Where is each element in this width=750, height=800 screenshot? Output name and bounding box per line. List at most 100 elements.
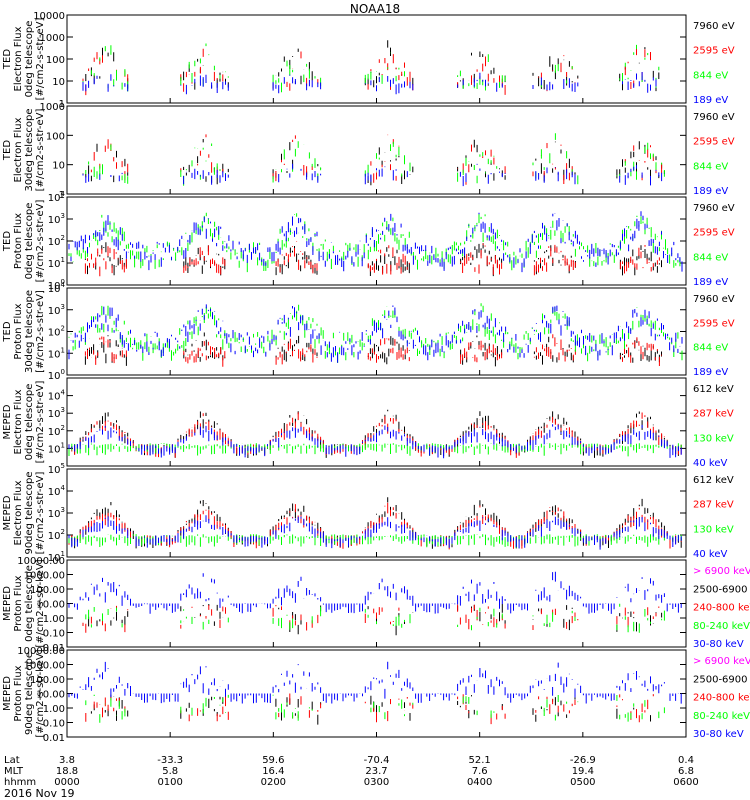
bottom-row-label: Lat xyxy=(4,755,20,766)
y-tick-label: 0.10 xyxy=(43,719,65,730)
y-tick-label: 10.00 xyxy=(36,600,65,611)
legend-entry: > 6900 keV xyxy=(693,656,750,667)
legend-entry: 844 eV xyxy=(693,70,728,81)
y-axis-label-line: 90deg telescope xyxy=(24,652,35,735)
y-tick-label: 103 xyxy=(48,406,65,420)
y-axis-label-line: Electron Flux xyxy=(13,480,24,545)
y-axis-label-line: TED xyxy=(2,140,13,161)
legend-entry: 130 keV xyxy=(693,433,734,444)
panel-5: 101 102 103 104 MEPED Electron Flux 0deg teles… xyxy=(2,377,734,469)
y-tick-label: 1 xyxy=(59,190,65,201)
legend-entry: 30-80 keV xyxy=(693,729,744,740)
series-trace xyxy=(68,424,682,459)
legend-entry: 2595 eV xyxy=(693,46,735,57)
bottom-axis-hhmm-value: 0000 xyxy=(54,777,79,788)
legend-entry: 2500-6900 xyxy=(693,584,748,595)
panel-8: 0.01 0.10 1.00 10.00 100.00 1000.00 10000.00 ME… xyxy=(2,646,750,744)
legend-entry: 2595 eV xyxy=(693,228,735,239)
y-tick-label: 10000.00 xyxy=(17,556,65,567)
bottom-axis-mlt-value: 6.8 xyxy=(678,766,694,777)
y-axis-label-line: Electron Flux xyxy=(13,389,24,454)
bottom-axis-lat-value: 0.4 xyxy=(678,755,694,766)
figure-title: NOAA18 xyxy=(350,2,400,16)
y-axis-label-line: TED xyxy=(2,231,13,252)
bottom-axis-hhmm-value: 0300 xyxy=(364,777,389,788)
series-trace xyxy=(85,693,654,725)
y-tick-label: 100 xyxy=(46,131,65,142)
legend-entry: 240-800 keV xyxy=(693,603,750,614)
bottom-axis-lat-value: -33.3 xyxy=(157,755,183,766)
y-axis-label-line: 30deg telescope xyxy=(24,290,35,373)
legend-entry: 40 keV xyxy=(693,458,727,469)
bottom-axis-hhmm-value: 0500 xyxy=(570,777,595,788)
y-tick-label: 103 xyxy=(48,303,65,317)
y-tick-label: 104 xyxy=(48,281,66,295)
y-axis-label-line: [#/cm2-s-str-keV] xyxy=(35,649,46,737)
y-axis-label-line: [#/cm2-s-str-keV] xyxy=(35,559,46,647)
legend-entry: 844 eV xyxy=(693,161,728,172)
series-trace xyxy=(68,304,683,363)
y-axis-label-line: 0deg telescope xyxy=(24,565,35,642)
y-axis-label-line: Proton Flux xyxy=(13,303,24,359)
legend-entry: 612 keV xyxy=(693,384,734,395)
series-trace xyxy=(84,241,660,277)
legend-entry: 844 eV xyxy=(693,252,728,263)
y-axis-label-line: 90deg telescope xyxy=(24,471,35,554)
bottom-axis-lat-value: 59.6 xyxy=(262,755,284,766)
series-trace xyxy=(85,133,665,186)
y-tick-label: 1000 xyxy=(40,102,65,113)
y-axis-label-line: 0deg telescope xyxy=(24,21,35,98)
panel-7: 0.01 0.10 1.00 10.00 100.00 1000.00 10000.00 ME… xyxy=(2,556,750,654)
date-label: 2016 Nov 19 xyxy=(4,787,74,800)
y-axis-label-line: MEPED xyxy=(2,495,13,530)
y-tick-label: 0.01 xyxy=(43,733,65,744)
panel-2: 1 10 100 1000 TED Electron Flux 30deg telescop… xyxy=(2,102,735,201)
y-axis-label-line: TED xyxy=(2,321,13,342)
y-axis-label-line: 30deg telescope xyxy=(24,108,35,191)
bottom-axis-mlt-value: 7.6 xyxy=(472,766,488,777)
legend-entry: 189 eV xyxy=(693,367,728,378)
legend-entry: 2500-6900 xyxy=(693,674,748,685)
y-axis-label-line: TED xyxy=(2,49,13,70)
legend-entry: 7960 eV xyxy=(693,203,735,214)
y-tick-label: 103 xyxy=(48,212,65,226)
legend-entry: 189 eV xyxy=(693,277,728,288)
legend-entry: 189 eV xyxy=(693,186,728,197)
y-axis-label-line: [#/cm2-s-str-eV] xyxy=(35,18,46,101)
panel-frame xyxy=(66,559,687,648)
y-tick-label: 103 xyxy=(48,506,65,520)
y-tick-label: 101 xyxy=(48,441,65,455)
y-axis-label-line: MEPED xyxy=(2,586,13,621)
y-tick-label: 104 xyxy=(48,389,66,403)
series-trace xyxy=(68,661,682,704)
bottom-axis-lat-value: -26.9 xyxy=(570,755,596,766)
bottom-axis-hhmm-value: 0100 xyxy=(157,777,182,788)
y-axis-label-line: Proton Flux xyxy=(13,575,24,631)
legend-entry: 189 eV xyxy=(693,95,728,106)
legend-entry: 844 eV xyxy=(693,343,728,354)
legend-entry: 287 keV xyxy=(693,500,734,511)
bottom-axis-mlt-value: 5.8 xyxy=(162,766,178,777)
y-tick-label: 105 xyxy=(48,462,65,476)
legend-entry: 287 keV xyxy=(693,409,734,420)
y-tick-label: 1000 xyxy=(40,33,65,44)
y-tick-label: 1000.00 xyxy=(24,571,65,582)
legend-entry: 80-240 keV xyxy=(693,621,750,632)
y-tick-label: 10 xyxy=(52,161,65,172)
y-tick-label: 0.10 xyxy=(43,629,65,640)
series-trace xyxy=(82,48,651,96)
bottom-axis-lat-value: 52.1 xyxy=(469,755,491,766)
y-tick-label: 0.01 xyxy=(43,643,65,654)
y-axis-label-line: Electron Flux xyxy=(13,26,24,91)
legend-entry: 40 keV xyxy=(693,549,727,560)
y-tick-label: 100.00 xyxy=(30,675,65,686)
y-tick-label: 1.00 xyxy=(43,704,65,715)
bottom-axis-hhmm-value: 0400 xyxy=(467,777,492,788)
panel-frame xyxy=(66,468,687,558)
bottom-axis-mlt-value: 18.8 xyxy=(56,766,78,777)
bottom-axis-lat-value: 3.8 xyxy=(59,755,75,766)
y-axis-label-line: Proton Flux xyxy=(13,665,24,721)
